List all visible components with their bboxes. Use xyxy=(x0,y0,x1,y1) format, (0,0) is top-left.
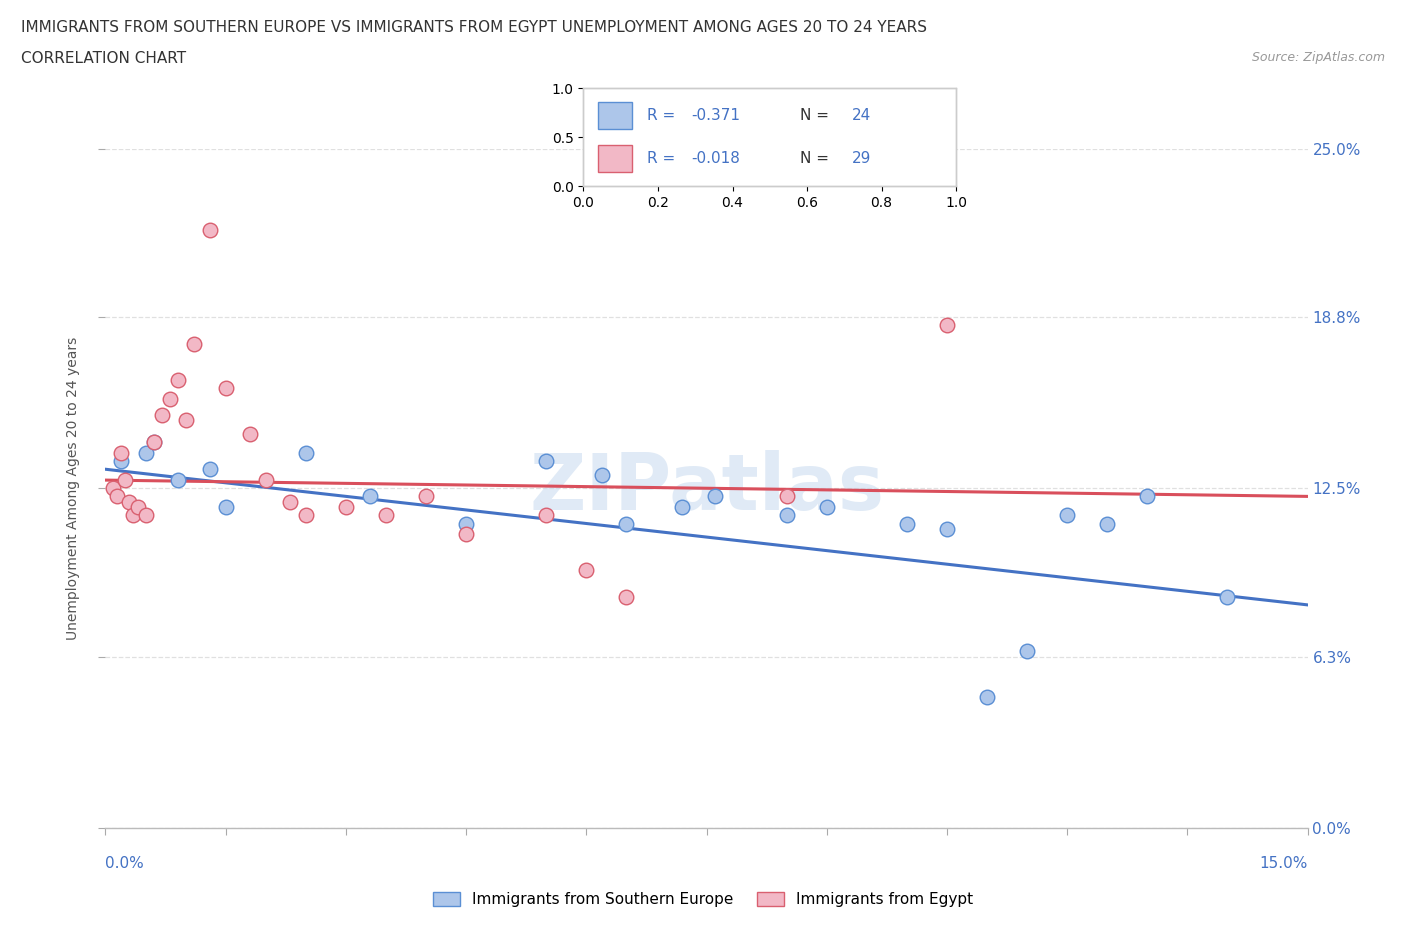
Text: -0.371: -0.371 xyxy=(692,108,741,123)
Point xyxy=(359,489,381,504)
Text: 15.0%: 15.0% xyxy=(1260,856,1308,870)
Point xyxy=(1056,508,1078,523)
Point xyxy=(591,467,613,482)
Point xyxy=(616,590,638,604)
Point xyxy=(254,472,277,487)
Text: R =: R = xyxy=(647,152,681,166)
Point xyxy=(239,427,262,442)
Point xyxy=(456,527,478,542)
Point xyxy=(135,508,157,523)
Point xyxy=(1136,489,1159,504)
Point xyxy=(110,454,132,469)
Y-axis label: Unemployment Among Ages 20 to 24 years: Unemployment Among Ages 20 to 24 years xyxy=(66,337,80,640)
Point xyxy=(198,462,221,477)
Point xyxy=(936,522,959,537)
Text: ZIPatlas: ZIPatlas xyxy=(529,450,884,526)
Bar xyxy=(599,145,631,172)
Text: R =: R = xyxy=(647,108,681,123)
Point xyxy=(103,481,125,496)
Text: IMMIGRANTS FROM SOUTHERN EUROPE VS IMMIGRANTS FROM EGYPT UNEMPLOYMENT AMONG AGES: IMMIGRANTS FROM SOUTHERN EUROPE VS IMMIG… xyxy=(21,20,927,35)
Point xyxy=(415,489,437,504)
Text: 24: 24 xyxy=(852,108,870,123)
Point xyxy=(1216,590,1239,604)
Point xyxy=(456,516,478,531)
Point xyxy=(575,563,598,578)
Text: 0.0%: 0.0% xyxy=(105,856,145,870)
Point xyxy=(295,445,318,460)
Text: N =: N = xyxy=(800,152,834,166)
Point xyxy=(534,508,557,523)
Point xyxy=(183,337,205,352)
Point xyxy=(214,499,236,514)
Point xyxy=(198,223,221,238)
Point xyxy=(135,445,157,460)
Point xyxy=(703,489,725,504)
Point xyxy=(166,372,188,387)
Bar xyxy=(599,102,631,129)
Point xyxy=(142,434,165,449)
Point xyxy=(374,508,398,523)
Text: CORRELATION CHART: CORRELATION CHART xyxy=(21,51,186,66)
Point xyxy=(159,392,181,406)
Point xyxy=(127,499,149,514)
Point xyxy=(118,495,141,510)
Point xyxy=(166,472,188,487)
Point xyxy=(671,499,693,514)
Point xyxy=(776,489,799,504)
Point xyxy=(534,454,557,469)
Point xyxy=(936,318,959,333)
Point xyxy=(122,508,145,523)
Point xyxy=(1097,516,1119,531)
Point xyxy=(295,508,318,523)
Point xyxy=(150,407,173,422)
Point xyxy=(114,472,136,487)
Text: Source: ZipAtlas.com: Source: ZipAtlas.com xyxy=(1251,51,1385,64)
Point xyxy=(776,508,799,523)
Point xyxy=(616,516,638,531)
Point xyxy=(1015,644,1038,658)
Point xyxy=(107,489,129,504)
Point xyxy=(174,413,197,428)
Text: -0.018: -0.018 xyxy=(692,152,741,166)
Point xyxy=(110,445,132,460)
Point xyxy=(142,434,165,449)
Legend: Immigrants from Southern Europe, Immigrants from Egypt: Immigrants from Southern Europe, Immigra… xyxy=(426,885,980,913)
Point xyxy=(335,499,357,514)
Point xyxy=(896,516,918,531)
Point xyxy=(214,380,236,395)
Point xyxy=(278,495,301,510)
Text: 29: 29 xyxy=(852,152,872,166)
Text: N =: N = xyxy=(800,108,834,123)
Point xyxy=(815,499,838,514)
Point xyxy=(976,690,998,705)
